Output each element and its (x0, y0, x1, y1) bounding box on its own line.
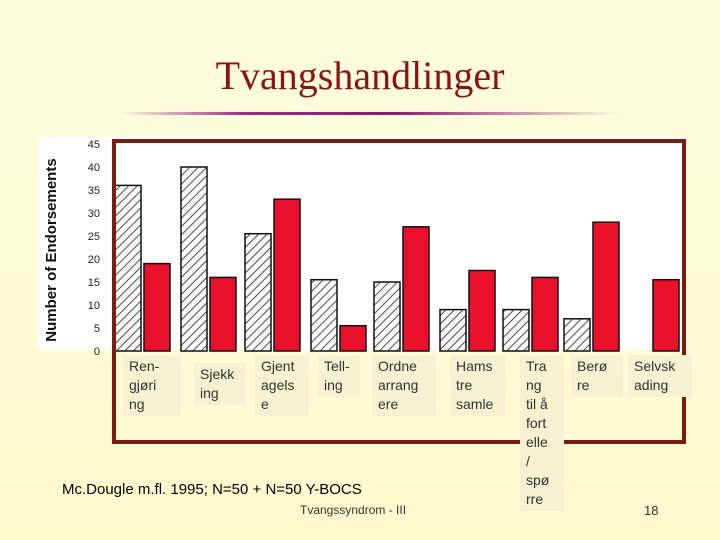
y-tick-label: 0 (94, 346, 100, 358)
y-tick-label: 30 (88, 208, 100, 220)
category-label: Sjekk ing (194, 363, 246, 405)
bar-red (468, 269, 496, 352)
category-label: Ren- gjøri ng (123, 355, 181, 416)
footer-text: Tvangssyndrom - III (300, 503, 407, 517)
y-tick-label: 45 (88, 139, 100, 151)
source-citation: Mc.Dougle m.fl. 1995; N=50 + N=50 Y-BOCS (62, 481, 362, 498)
bar-hatched (244, 232, 272, 352)
chart-frame (112, 139, 686, 444)
bar-red (592, 221, 620, 352)
y-axis-label: Number of Endorsements (43, 158, 60, 341)
bar-red (531, 276, 559, 352)
bar-red (209, 276, 237, 352)
bar-red (273, 198, 301, 352)
y-tick-label: 5 (94, 323, 100, 335)
category-label: Tra ng til å fort elle / spø rre (520, 355, 564, 511)
y-tick-label: 10 (88, 300, 100, 312)
y-tick-label: 20 (88, 254, 100, 266)
axis-panel (38, 137, 111, 350)
slide-title: Tvangshandlinger (215, 53, 505, 98)
category-label: Hams tre samle (450, 355, 506, 416)
bar-red (652, 278, 680, 352)
category-label: Berø re (571, 355, 623, 397)
bar-red (339, 324, 367, 352)
bar-hatched (502, 308, 530, 352)
y-tick-label: 40 (88, 162, 100, 174)
title-underline (120, 112, 620, 115)
bar-hatched (310, 278, 338, 352)
category-label: Ordne arrang ere (372, 355, 436, 416)
category-label: Selvsk ading (628, 355, 692, 397)
bar-hatched (373, 281, 401, 352)
category-label: Tell- ing (318, 355, 360, 397)
y-tick-label: 15 (88, 277, 100, 289)
bar-hatched (180, 166, 208, 352)
y-tick-label: 35 (88, 185, 100, 197)
y-tick-label: 25 (88, 231, 100, 243)
page-number: 18 (644, 503, 659, 518)
bar-red (402, 226, 430, 352)
bar-hatched (439, 308, 467, 352)
bar-red (143, 262, 171, 352)
category-label: Gjent agels e (255, 355, 309, 416)
bar-hatched (563, 318, 591, 352)
